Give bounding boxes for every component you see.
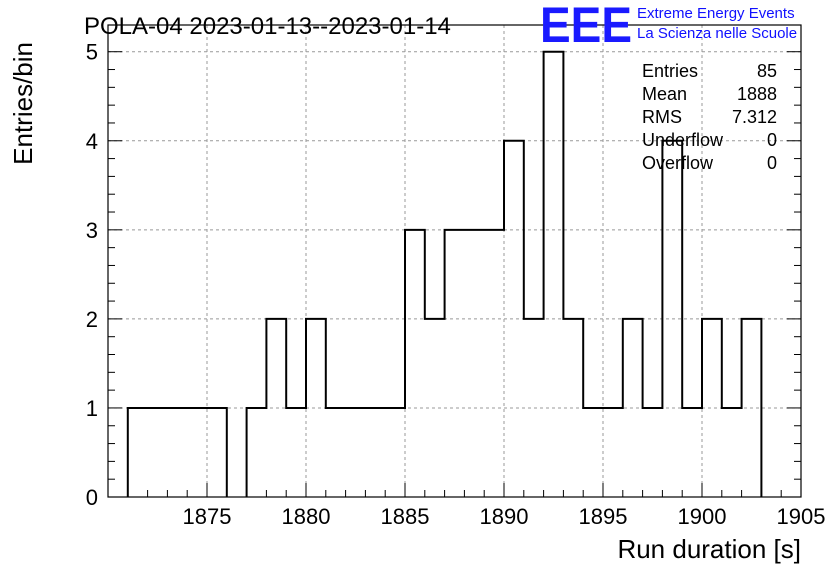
histogram-bin bbox=[148, 408, 168, 497]
axis-ticks: 1875 1880 1885 1890 1895 1900 1905 0 1 2 3 4 5 bbox=[86, 40, 826, 529]
stats-box: Entries 85 Mean 1888 RMS 7.312 Underflow 0 Overf… bbox=[642, 61, 777, 173]
histogram-bin bbox=[682, 408, 702, 497]
histogram-bin bbox=[583, 408, 603, 497]
y-tick-label: 5 bbox=[86, 40, 98, 65]
histogram-bin bbox=[346, 408, 366, 497]
stats-label: Mean bbox=[642, 84, 687, 104]
histogram-bin bbox=[207, 408, 227, 497]
histogram-bin bbox=[643, 408, 663, 497]
x-tick-label: 1890 bbox=[480, 504, 529, 529]
histogram-bin bbox=[266, 319, 286, 497]
histogram-bin bbox=[365, 408, 385, 497]
x-tick-label: 1895 bbox=[579, 504, 628, 529]
logo-line1: Extreme Energy Events bbox=[637, 5, 795, 22]
histogram-bin bbox=[722, 408, 742, 497]
histogram-bin bbox=[128, 408, 148, 497]
histogram-bin bbox=[623, 319, 643, 497]
histogram-bin bbox=[544, 52, 564, 497]
stats-value: 7.312 bbox=[732, 107, 777, 127]
x-tick-label: 1905 bbox=[777, 504, 826, 529]
histogram-bin bbox=[702, 319, 722, 497]
stats-label: Overflow bbox=[642, 153, 714, 173]
y-tick-label: 4 bbox=[86, 129, 98, 154]
y-axis-title: Entries/bin bbox=[8, 42, 38, 165]
histogram-bin bbox=[662, 141, 682, 497]
histogram-bin bbox=[425, 319, 445, 497]
histogram-bin bbox=[563, 319, 583, 497]
x-tick-label: 1880 bbox=[282, 504, 331, 529]
histogram-series bbox=[126, 50, 763, 497]
histogram-bin bbox=[603, 408, 623, 497]
plot-frame bbox=[107, 24, 802, 498]
logo-mark: EEE bbox=[540, 0, 632, 53]
histogram-bin bbox=[247, 408, 267, 497]
histogram-bin bbox=[742, 319, 762, 497]
stats-label: Underflow bbox=[642, 130, 724, 150]
stats-label: Entries bbox=[642, 61, 698, 81]
histogram-bin bbox=[405, 230, 425, 497]
x-tick-label: 1900 bbox=[678, 504, 727, 529]
histogram-bin bbox=[326, 408, 346, 497]
stats-value: 0 bbox=[767, 153, 777, 173]
x-axis-title: Run duration [s] bbox=[617, 534, 801, 564]
histogram-bin bbox=[286, 408, 306, 497]
x-tick-label: 1875 bbox=[183, 504, 232, 529]
y-tick-label: 2 bbox=[86, 307, 98, 332]
y-tick-label: 3 bbox=[86, 218, 98, 243]
histogram-outline bbox=[126, 50, 763, 497]
stats-value: 0 bbox=[767, 130, 777, 150]
stats-label: RMS bbox=[642, 107, 682, 127]
histogram-bin bbox=[484, 230, 504, 497]
histogram-bin bbox=[187, 408, 207, 497]
chart-title: POLA-04 2023-01-13--2023-01-14 bbox=[84, 13, 451, 40]
y-tick-label: 0 bbox=[86, 485, 98, 510]
y-tick-label: 1 bbox=[86, 396, 98, 421]
x-tick-label: 1885 bbox=[381, 504, 430, 529]
histogram-bin bbox=[167, 408, 187, 497]
stats-value: 1888 bbox=[737, 84, 777, 104]
histogram-bin bbox=[524, 319, 544, 497]
histogram-bin bbox=[385, 408, 405, 497]
logo-line2: La Scienza nelle Scuole bbox=[637, 25, 797, 42]
histogram-bin bbox=[504, 141, 524, 497]
histogram-bin bbox=[445, 230, 465, 497]
eee-logo: EEE Extreme Energy Events La Scienza nel… bbox=[540, 0, 797, 53]
histogram-bin bbox=[464, 230, 484, 497]
stats-value: 85 bbox=[757, 61, 777, 81]
histogram-bin bbox=[306, 319, 326, 497]
